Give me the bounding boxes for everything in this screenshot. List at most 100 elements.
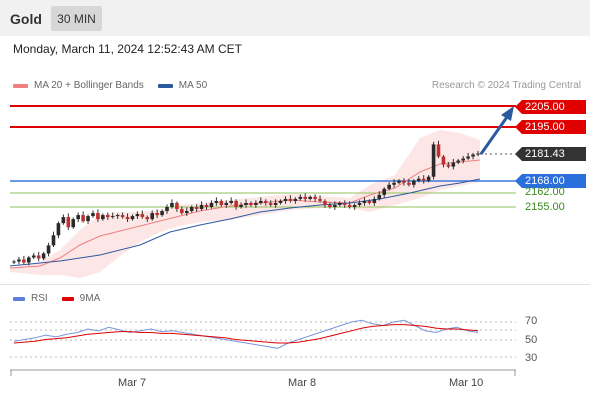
ma20-label: MA 20 + Bollinger Bands: [34, 80, 144, 91]
rsi-legend: RSI 9MA: [13, 293, 100, 304]
candle-body: [377, 194, 382, 199]
candle-body: [76, 215, 80, 220]
x-label-mar7: Mar 7: [118, 377, 147, 389]
candle-body: [342, 202, 347, 205]
candle-body: [170, 202, 174, 207]
resistance2-tag: 2205.00: [515, 100, 586, 114]
candle-body: [471, 154, 475, 157]
candle-body: [219, 200, 224, 205]
candle-body: [214, 200, 219, 203]
instrument-title: Gold: [10, 11, 42, 27]
candle-body: [461, 158, 465, 161]
candle-body: [145, 217, 150, 220]
candle-body: [155, 213, 159, 216]
candle-body: [446, 164, 451, 167]
candle-body: [140, 214, 145, 218]
candle-body: [12, 261, 16, 263]
chart-datetime: Monday, March 11, 2024 12:52:43 AM CET: [13, 42, 243, 56]
candle-body: [204, 204, 209, 207]
candle-body: [61, 217, 66, 224]
candle-body: [466, 156, 470, 159]
candle-body: [194, 207, 199, 210]
candle-body: [234, 200, 238, 207]
candle-body: [46, 245, 51, 254]
panel-divider: [0, 284, 590, 285]
candle-body: [382, 188, 387, 195]
candle-body: [323, 200, 327, 205]
rsi-line: [13, 319, 479, 349]
candle-body: [180, 209, 184, 214]
candle-body: [298, 196, 303, 199]
candle-body: [441, 156, 446, 165]
rsi-30-label: 30: [525, 352, 538, 364]
ma50-line: [9, 178, 481, 267]
timeframe-button[interactable]: 30 MIN: [51, 6, 102, 31]
candle-body: [426, 176, 431, 181]
candle-body: [313, 196, 317, 199]
candle-body: [387, 184, 391, 189]
candle-body: [81, 215, 85, 222]
candle-body: [165, 207, 169, 212]
candle-body: [125, 217, 130, 220]
candle-body: [421, 178, 426, 181]
candle-body: [333, 204, 337, 207]
candle-body: [412, 180, 416, 185]
rsi-50-label: 50: [525, 334, 538, 346]
resistance1-tag: 2195.00: [515, 120, 586, 134]
candle-body: [308, 196, 312, 199]
candle-body: [229, 200, 233, 203]
candle-body: [352, 204, 357, 207]
x-label-mar10: Mar 10: [449, 377, 484, 389]
ma20-line: [9, 159, 481, 269]
candle-body: [244, 202, 248, 205]
candle-body: [397, 180, 401, 183]
candle-body: [476, 153, 480, 155]
projection-arrow-line: [479, 116, 509, 155]
candle-body: [263, 200, 268, 203]
candle-body: [160, 211, 164, 216]
candle-body: [249, 202, 253, 205]
current-price-tag: 2181.43: [515, 147, 586, 161]
candle-body: [120, 215, 125, 218]
rsi-ma-swatch: [61, 296, 74, 301]
candle-body: [402, 180, 406, 183]
candle-body: [239, 204, 243, 207]
candle-body: [71, 219, 76, 228]
candle-body: [51, 235, 56, 246]
candle-body: [254, 202, 258, 205]
candle-body: [372, 198, 377, 203]
candle-body: [278, 200, 283, 203]
candle-body: [105, 215, 110, 218]
ma50-swatch: [157, 83, 173, 88]
candle-body: [36, 255, 41, 259]
candle-body: [273, 202, 278, 205]
candle-body: [209, 202, 214, 207]
candle-body: [189, 207, 194, 212]
candle-body: [318, 198, 322, 201]
candle-body: [303, 196, 308, 199]
candle-body: [259, 200, 263, 203]
top-bar: Gold 30 MIN: [0, 0, 590, 36]
candles-group: [12, 140, 480, 266]
main-legend: MA 20 + Bollinger Bands MA 50: [13, 80, 207, 91]
candle-body: [416, 178, 421, 181]
candle-body: [56, 223, 61, 236]
x-label-mar8: Mar 8: [288, 377, 317, 389]
candle-body: [199, 204, 204, 210]
candle-body: [17, 259, 21, 262]
candle-body: [407, 182, 411, 185]
candle-body: [293, 198, 298, 201]
rsi-label: RSI: [31, 293, 48, 304]
ma50-label: MA 50: [178, 80, 208, 91]
projection-arrow-head: [501, 106, 514, 121]
candle-body: [288, 198, 293, 201]
candle-body: [224, 202, 229, 205]
support2-label: 2155.00: [525, 201, 565, 213]
rsi-ma-line: [13, 324, 479, 344]
candle-body: [347, 204, 352, 207]
credit-text: Research © 2024 Trading Central: [431, 80, 581, 91]
candle-body: [110, 216, 115, 218]
pivot-tag: 2168.00: [515, 174, 586, 188]
candle-body: [86, 216, 90, 222]
candle-body: [27, 257, 31, 263]
